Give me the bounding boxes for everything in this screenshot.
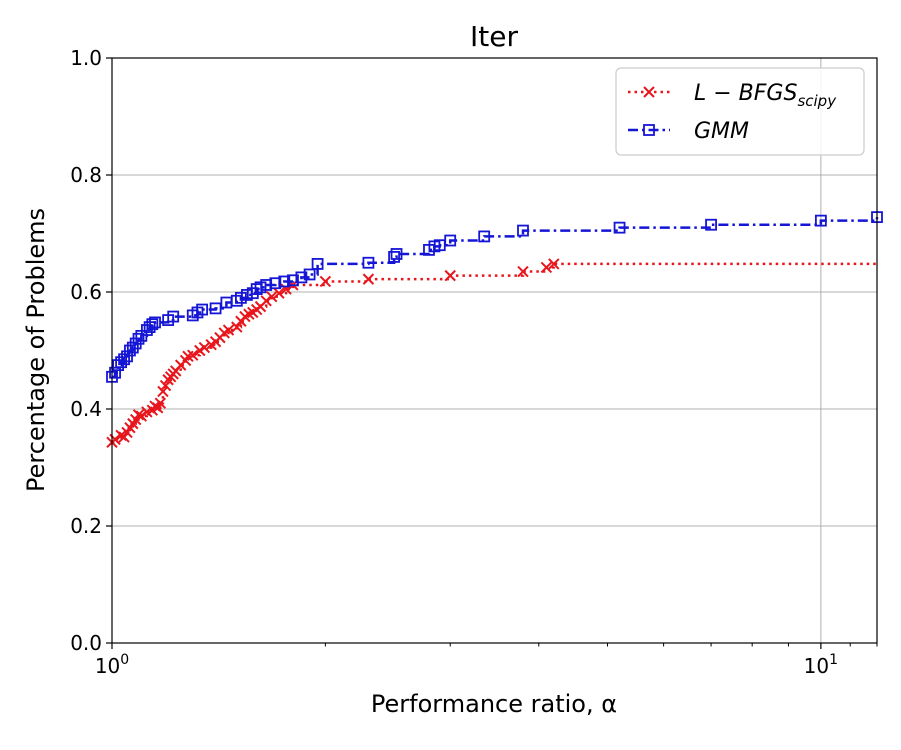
y-tick-label: 0.6 xyxy=(70,280,102,304)
data-point-lbfgs xyxy=(222,324,235,336)
legend-marker-square-icon xyxy=(643,124,655,136)
legend-x-mark xyxy=(643,86,655,98)
data-point-lbfgs xyxy=(231,321,243,333)
data-point-lbfgs xyxy=(157,385,169,398)
legend-label-gmm: GMM xyxy=(694,119,749,144)
y-tick-label: 0.2 xyxy=(70,514,102,538)
plot-area-frame xyxy=(111,57,878,644)
data-point-lbfgs xyxy=(132,409,145,421)
legend-marker-x-icon xyxy=(643,86,655,98)
data-point-lbfgs xyxy=(159,379,172,392)
data-point-gmm xyxy=(390,248,403,260)
data-point-lbfgs xyxy=(444,269,456,282)
data-point-lbfgs xyxy=(273,287,285,299)
data-point-gmm xyxy=(613,221,626,234)
legend-label-lbfgs: L − BFGSscipy xyxy=(694,81,837,110)
y-axis-ticks: 0.0 0.2 0.4 0.6 0.8 1.0 xyxy=(70,46,112,655)
data-point-lbfgs xyxy=(362,273,375,285)
y-tick-label: 0.8 xyxy=(70,163,102,187)
data-point-lbfgs xyxy=(548,258,560,270)
legend-square-mark xyxy=(643,124,655,136)
data-point-gmm xyxy=(269,277,282,290)
y-tick-label: 0.0 xyxy=(70,631,102,655)
legend: L − BFGSscipy GMM xyxy=(615,67,865,156)
series-lbfgs xyxy=(106,258,877,449)
data-point-gmm xyxy=(705,218,717,231)
data-point-gmm xyxy=(132,332,145,345)
data-point-gmm xyxy=(278,275,291,288)
x-tick-label: 101 xyxy=(804,652,838,678)
data-point-lbfgs xyxy=(266,290,278,303)
data-point-gmm xyxy=(167,310,180,323)
y-axis-label: Percentage of Problems xyxy=(22,208,50,492)
data-point-gmm xyxy=(196,303,209,316)
y-tick-label: 0.4 xyxy=(70,397,102,421)
data-point-gmm xyxy=(517,224,529,237)
data-point-gmm xyxy=(478,230,491,243)
data-point-lbfgs xyxy=(135,410,148,422)
data-point-gmm xyxy=(311,258,324,270)
series-gmm xyxy=(106,211,883,383)
data-point-gmm xyxy=(444,234,457,247)
legend-box xyxy=(615,67,865,156)
series-group xyxy=(106,211,883,449)
x-axis-ticks: 100 101 xyxy=(95,643,878,678)
data-point-lbfgs xyxy=(540,261,553,274)
data-point-gmm xyxy=(814,214,827,227)
legend-label-lbfgs-main: L − BFGS xyxy=(694,81,797,106)
data-point-gmm xyxy=(362,256,375,269)
chart-title: Iter xyxy=(470,20,518,53)
data-point-gmm xyxy=(295,271,308,284)
data-point-lbfgs xyxy=(198,341,211,354)
data-point-lbfgs xyxy=(319,275,332,288)
series-line-lbfgs xyxy=(112,262,877,444)
y-tick-label: 1.0 xyxy=(70,46,102,70)
data-point-gmm xyxy=(235,291,247,304)
data-point-lbfgs xyxy=(260,295,272,307)
data-point-gmm xyxy=(109,366,121,379)
data-point-gmm xyxy=(388,250,400,263)
data-point-lbfgs xyxy=(154,397,167,409)
data-point-gmm xyxy=(149,316,161,329)
legend-label-lbfgs-subscript: scipy xyxy=(797,92,837,110)
data-point-lbfgs xyxy=(187,349,199,361)
data-point-lbfgs xyxy=(517,265,529,278)
data-point-gmm xyxy=(303,268,316,281)
x-tick-label: 100 xyxy=(95,652,129,678)
x-axis-label: Performance ratio, α xyxy=(371,690,617,718)
data-point-gmm xyxy=(146,318,159,331)
data-point-gmm xyxy=(287,274,299,287)
